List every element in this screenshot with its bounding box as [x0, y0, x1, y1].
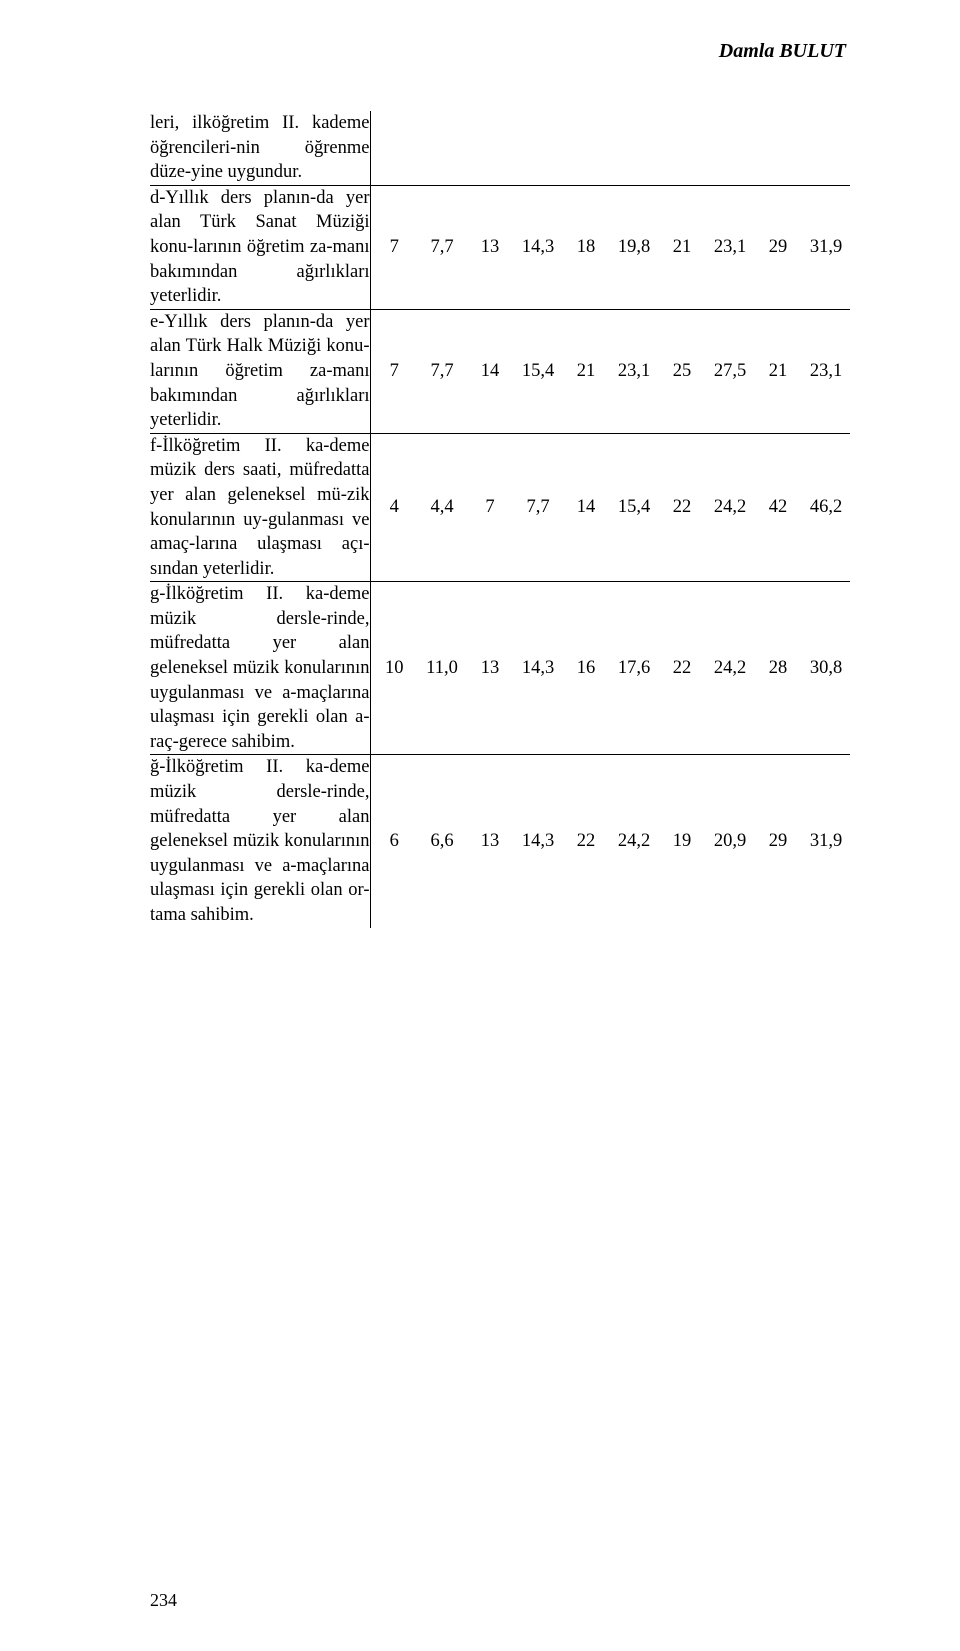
table-row: g-İlköğretim II. ka-deme müzik dersle-ri…	[150, 582, 850, 755]
cell: 10	[370, 582, 418, 755]
cell	[466, 111, 514, 185]
cell: 13	[466, 185, 514, 309]
cell: 6	[370, 755, 418, 928]
cell: 19	[658, 755, 706, 928]
cell: 23,1	[706, 185, 754, 309]
cell: 13	[466, 582, 514, 755]
cell: 19,8	[610, 185, 658, 309]
data-table: leri, ilköğretim II. kademe öğrencileri-…	[150, 111, 850, 928]
cell: 4	[370, 433, 418, 582]
cell: 16	[562, 582, 610, 755]
document-page: Damla BULUT leri, ilköğretim II. kademe …	[0, 0, 960, 1651]
row-description: leri, ilköğretim II. kademe öğrencileri-…	[150, 111, 370, 185]
cell: 14,3	[514, 185, 562, 309]
cell: 27,5	[706, 309, 754, 433]
cell: 31,9	[802, 755, 850, 928]
cell: 23,1	[610, 309, 658, 433]
row-description: f-İlköğretim II. ka-deme müzik ders saat…	[150, 433, 370, 582]
cell: 29	[754, 755, 802, 928]
cell: 7,7	[418, 185, 466, 309]
cell: 22	[658, 433, 706, 582]
cell: 22	[562, 755, 610, 928]
cell: 30,8	[802, 582, 850, 755]
cell: 7	[370, 185, 418, 309]
cell: 14,3	[514, 755, 562, 928]
cell: 22	[658, 582, 706, 755]
cell: 18	[562, 185, 610, 309]
cell: 14,3	[514, 582, 562, 755]
cell	[658, 111, 706, 185]
cell: 23,1	[802, 309, 850, 433]
cell: 7,7	[418, 309, 466, 433]
cell: 15,4	[610, 433, 658, 582]
cell: 14	[466, 309, 514, 433]
cell: 21	[658, 185, 706, 309]
cell	[802, 111, 850, 185]
table-row: e-Yıllık ders planın-da yer alan Türk Ha…	[150, 309, 850, 433]
cell: 24,2	[610, 755, 658, 928]
cell	[418, 111, 466, 185]
cell	[370, 111, 418, 185]
cell: 17,6	[610, 582, 658, 755]
cell: 11,0	[418, 582, 466, 755]
cell: 4,4	[418, 433, 466, 582]
cell: 21	[754, 309, 802, 433]
cell	[754, 111, 802, 185]
cell: 7,7	[514, 433, 562, 582]
cell: 13	[466, 755, 514, 928]
page-number: 234	[150, 1590, 177, 1611]
cell: 29	[754, 185, 802, 309]
table-row: f-İlköğretim II. ka-deme müzik ders saat…	[150, 433, 850, 582]
cell: 24,2	[706, 582, 754, 755]
cell	[706, 111, 754, 185]
cell: 14	[562, 433, 610, 582]
cell: 42	[754, 433, 802, 582]
cell	[562, 111, 610, 185]
cell: 25	[658, 309, 706, 433]
author-name: Damla BULUT	[150, 40, 850, 63]
table-row: leri, ilköğretim II. kademe öğrencileri-…	[150, 111, 850, 185]
cell: 24,2	[706, 433, 754, 582]
cell: 21	[562, 309, 610, 433]
row-description: g-İlköğretim II. ka-deme müzik dersle-ri…	[150, 582, 370, 755]
cell	[514, 111, 562, 185]
cell: 7	[370, 309, 418, 433]
table-row: d-Yıllık ders planın-da yer alan Türk Sa…	[150, 185, 850, 309]
cell: 31,9	[802, 185, 850, 309]
cell: 7	[466, 433, 514, 582]
cell: 20,9	[706, 755, 754, 928]
cell	[610, 111, 658, 185]
cell: 6,6	[418, 755, 466, 928]
row-description: e-Yıllık ders planın-da yer alan Türk Ha…	[150, 309, 370, 433]
cell: 28	[754, 582, 802, 755]
row-description: d-Yıllık ders planın-da yer alan Türk Sa…	[150, 185, 370, 309]
cell: 15,4	[514, 309, 562, 433]
row-description: ğ-İlköğretim II. ka-deme müzik dersle-ri…	[150, 755, 370, 928]
table-row: ğ-İlköğretim II. ka-deme müzik dersle-ri…	[150, 755, 850, 928]
cell: 46,2	[802, 433, 850, 582]
